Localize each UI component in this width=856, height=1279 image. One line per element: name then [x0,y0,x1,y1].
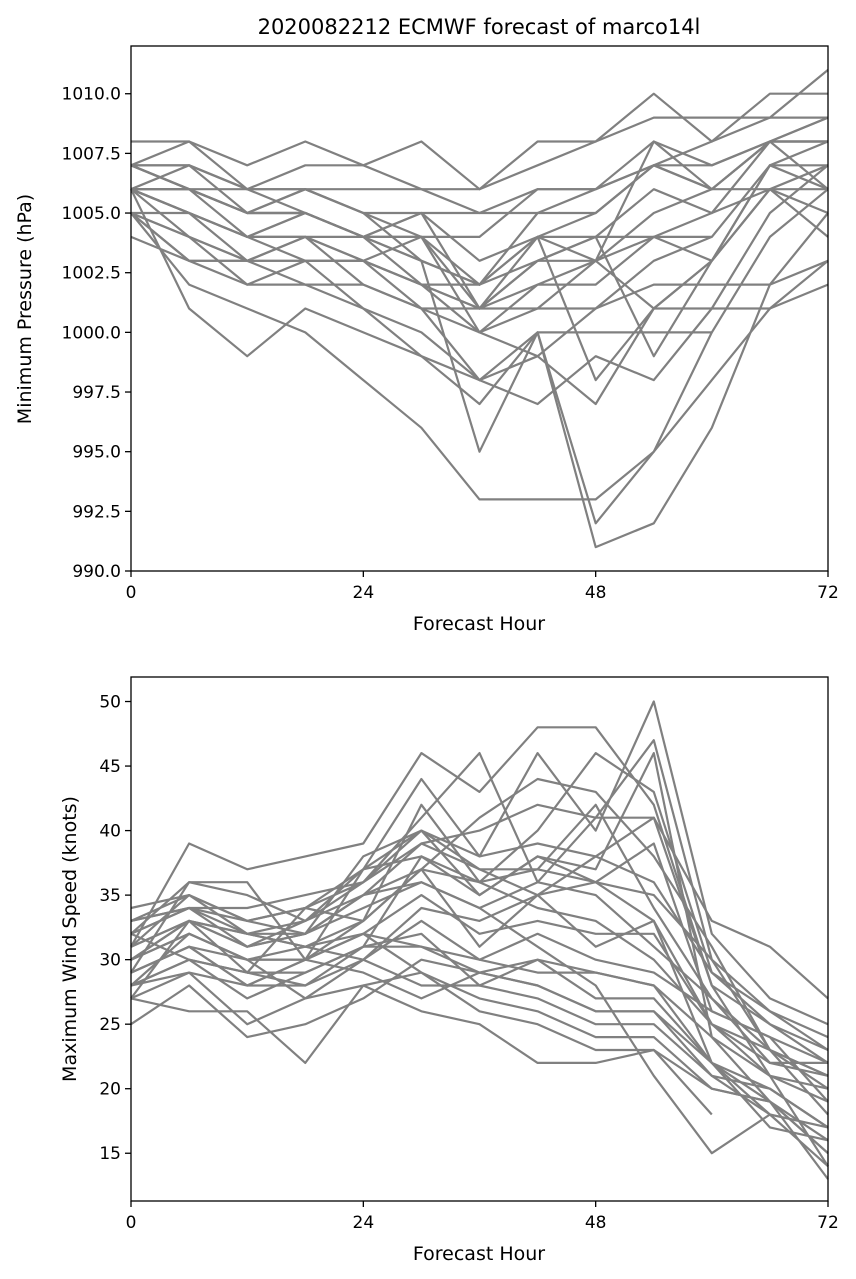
wind-series-line [130,881,771,1155]
wind-x-tick-label: 0 [126,1213,137,1233]
pressure-y-tick-label: 997.5 [72,383,121,403]
pressure-x-tick-label: 24 [353,583,375,603]
pressure-x-tick-label: 0 [126,583,137,603]
wind-x-axis-label: Forecast Hour [413,1243,545,1265]
wind-lines [130,700,829,1180]
pressure-y-tick-label: 992.5 [72,502,121,522]
wind-x-tick-label: 24 [353,1213,375,1233]
wind-y-tick-label: 40 [99,822,121,842]
pressure-axes-frame [130,45,829,572]
wind-y-tick-label: 15 [99,1144,121,1164]
wind-y-ticks: 15 20 25 30 35 40 45 50 [99,693,131,1164]
wind-y-tick-label: 50 [99,693,121,713]
pressure-y-axis-label: Minimum Pressure (hPa) [14,194,36,424]
wind-chart: 0 24 48 72 15 20 25 30 35 40 45 50 Forecast Hour M… [59,676,839,1265]
pressure-y-tick-label: 995.0 [72,443,121,463]
wind-y-axis-label: Maximum Wind Speed (knots) [59,796,81,1082]
pressure-x-axis-label: Forecast Hour [413,613,545,635]
pressure-series-line [130,140,829,310]
pressure-series-line [130,188,829,549]
wind-x-tick-label: 72 [817,1213,839,1233]
wind-y-tick-label: 25 [99,1015,121,1035]
wind-y-tick-label: 30 [99,951,121,971]
wind-series-line [130,971,713,1116]
pressure-chart: 2020082212 ECMWF forecast of marco14l 0 2… [14,15,839,635]
pressure-y-tick-label: 1005.0 [62,204,121,224]
pressure-y-ticks: 990.0 992.5 995.0 997.5 1000.0 1002.5 1005.0 10… [62,85,131,582]
wind-series-line [130,829,829,1051]
pressure-series-line [130,212,829,501]
pressure-x-ticks: 0 24 48 72 [126,571,839,603]
chart-title: 2020082212 ECMWF forecast of marco14l [258,15,701,39]
pressure-x-tick-label: 48 [585,583,607,603]
wind-series-line [130,868,829,1077]
wind-y-tick-label: 20 [99,1080,121,1100]
pressure-series-line [130,164,829,358]
wind-x-ticks: 0 24 48 72 [126,1201,839,1233]
wind-x-tick-label: 48 [585,1213,607,1233]
pressure-y-tick-label: 1000.0 [62,323,121,343]
wind-series-line [130,945,829,1168]
wind-axes-frame [130,676,829,1202]
pressure-series-line [130,188,712,382]
pressure-series-line [130,116,829,215]
wind-series-line [130,945,829,1129]
wind-y-tick-label: 35 [99,886,121,906]
pressure-y-tick-label: 1007.5 [62,144,121,164]
wind-y-tick-label: 45 [99,757,121,777]
pressure-y-tick-label: 990.0 [72,562,121,582]
pressure-y-tick-label: 1002.5 [62,264,121,284]
pressure-x-tick-label: 72 [817,583,839,603]
wind-series-line [130,855,829,1039]
pressure-y-tick-label: 1010.0 [62,85,121,105]
pressure-lines [130,69,829,549]
